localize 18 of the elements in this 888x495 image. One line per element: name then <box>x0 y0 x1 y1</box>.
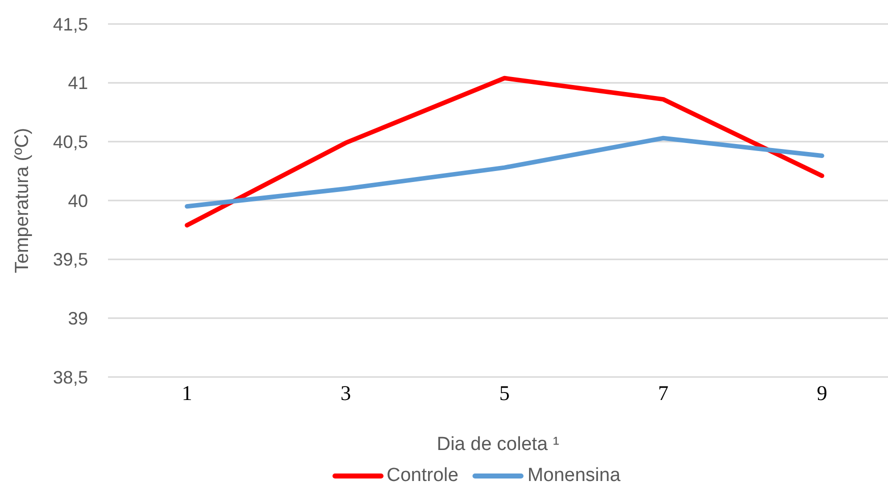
y-tick-label: 40 <box>68 190 88 211</box>
y-tick-label: 39 <box>68 308 88 329</box>
y-axis-title: Temperatura (ºC) <box>12 128 33 274</box>
y-tick-label: 40,5 <box>52 132 88 152</box>
x-tick-label: 3 <box>340 380 351 405</box>
x-tick-label: 5 <box>499 380 510 405</box>
x-tick-label: 7 <box>658 380 668 405</box>
y-tick-label: 39,5 <box>52 250 88 270</box>
x-tick-label: 1 <box>182 380 192 405</box>
x-axis-title: Dia de coleta ¹ <box>436 434 560 455</box>
x-tick-label: 9 <box>816 380 828 405</box>
legend-label: Controle <box>386 465 458 487</box>
line-series <box>184 136 824 209</box>
y-tick-label: 41 <box>68 73 88 94</box>
y-tick-label: 41,5 <box>52 14 88 34</box>
y-tick-label: 38,5 <box>52 367 88 388</box>
line-series <box>184 76 824 228</box>
legend-label: Monensina <box>527 465 620 487</box>
